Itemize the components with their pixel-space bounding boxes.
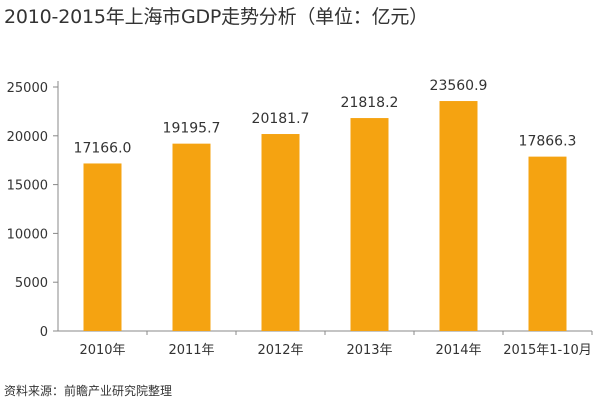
x-tick-label: 2011年 [168, 343, 214, 358]
bar-value-label: 17866.3 [519, 134, 577, 150]
bar-value-label: 19195.7 [163, 121, 221, 137]
chart-title: 2010-2015年上海市GDP走势分析（单位：亿元） [4, 6, 428, 28]
bar [172, 143, 211, 331]
x-tick-label: 2010年 [79, 343, 125, 358]
x-tick-label: 2013年 [346, 343, 392, 358]
x-tick-label: 2015年1-10月 [503, 343, 592, 358]
bars [83, 101, 567, 331]
y-tick-label: 5000 [15, 276, 48, 291]
bar [350, 118, 389, 331]
source-note: 资料来源：前瞻产业研究院整理 [4, 384, 173, 398]
y-axis: 0 5000 10000 15000 20000 25000 [7, 81, 59, 340]
y-tick-label: 10000 [7, 227, 48, 242]
y-tick-label: 15000 [7, 179, 48, 194]
x-tick-label: 2014年 [435, 343, 481, 358]
bar-value-label: 21818.2 [341, 95, 399, 111]
bar [83, 163, 122, 331]
x-axis: 2010年 2011年 2012年 2013年 2014年 2015年1-10月 [58, 330, 593, 358]
bar [261, 134, 300, 331]
y-tick-label: 0 [40, 325, 48, 340]
value-labels: 17166.0 19195.7 20181.7 21818.2 23560.9 17866… [74, 78, 577, 156]
bar-value-label: 17166.0 [74, 140, 132, 156]
y-tick-label: 25000 [7, 81, 48, 96]
bar-value-label: 23560.9 [430, 78, 488, 94]
y-tick-label: 20000 [7, 130, 48, 145]
x-tick-label: 2012年 [257, 343, 303, 358]
bar-value-label: 20181.7 [252, 111, 310, 127]
bar [439, 101, 478, 331]
bar [528, 156, 567, 331]
